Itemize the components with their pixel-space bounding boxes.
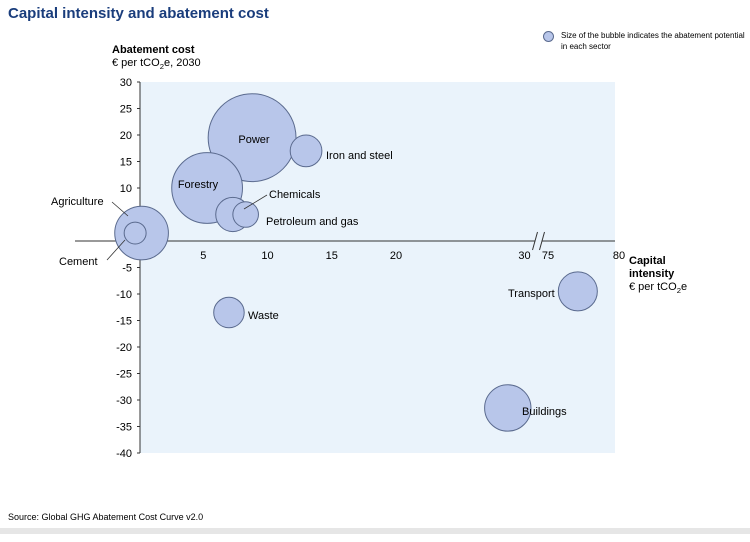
x-tick-label: 15 (326, 250, 338, 262)
x-axis-label: Capital intensity € per tCO2e (629, 255, 687, 297)
y-tick-label: -40 (116, 448, 132, 460)
y-tick-label: -25 (116, 369, 132, 381)
bubble-waste (213, 296, 245, 329)
bubble-cement (123, 221, 147, 245)
bubble-buildings (484, 384, 532, 432)
bubble-label-forestry: Forestry (178, 179, 219, 191)
y-tick-label: 30 (120, 77, 132, 89)
leader-line-agriculture (111, 201, 129, 217)
x-tick-label: 30 (518, 250, 530, 262)
x-tick-label: 10 (261, 250, 273, 262)
chart-title: Capital intensity and abatement cost (8, 5, 269, 22)
bubble-label-buildings: Buildings (522, 406, 567, 418)
bubble-label-power: Power (238, 134, 270, 146)
y-tick-label: -35 (116, 422, 132, 434)
leader-line-cement (106, 239, 126, 261)
y-tick-label: 25 (120, 104, 132, 116)
bubble-power (207, 93, 297, 183)
y-tick-label: -20 (116, 342, 132, 354)
y-tick-label: 15 (120, 157, 132, 169)
legend-text: Size of the bubble indicates the abateme… (561, 31, 745, 51)
bubble-petroleum-and-gas (232, 201, 259, 228)
y-tick-label: -10 (116, 289, 132, 301)
source-note: Source: Global GHG Abatement Cost Curve … (8, 512, 204, 522)
bubble-label-waste: Waste (248, 310, 279, 322)
bubble-transport (557, 271, 598, 312)
bubble-label-chemicals: Chemicals (269, 189, 321, 201)
y-tick-label: -5 (122, 263, 132, 275)
y-axis-label-title: Abatement cost (112, 44, 195, 56)
x-axis-break-mark (532, 231, 538, 251)
x-tick-label: 80 (613, 250, 625, 262)
x-axis-break-mark (539, 231, 545, 251)
bubble-label-petroleum-and-gas: Petroleum and gas (266, 216, 359, 228)
x-tick-label: 20 (390, 250, 402, 262)
bubble-label-transport: Transport (508, 288, 555, 300)
y-tick-label: -15 (116, 316, 132, 328)
y-tick-label: 10 (120, 183, 132, 195)
y-tick-label: 20 (120, 130, 132, 142)
bubble-label-cement: Cement (59, 256, 98, 268)
legend-bubble-icon (543, 31, 554, 42)
x-axis-label-unit: € per tCO2e (629, 281, 688, 296)
bubble-label-iron-and-steel: Iron and steel (326, 150, 393, 162)
leader-line-chemicals (243, 194, 268, 210)
y-axis-label-unit: € per tCO2e, 2030 (112, 57, 201, 72)
x-tick-label: 75 (542, 250, 554, 262)
y-tick-label: -30 (116, 395, 132, 407)
x-tick-label: 5 (200, 250, 206, 262)
bubble-iron-and-steel (289, 134, 323, 168)
x-axis-label-title-1: Capital (629, 255, 666, 267)
footer-divider (0, 528, 750, 534)
bubble-label-agriculture: Agriculture (51, 196, 104, 208)
y-axis-label: Abatement cost € per tCO2e, 2030 (112, 44, 201, 73)
x-axis-label-title-2: intensity (629, 268, 675, 280)
